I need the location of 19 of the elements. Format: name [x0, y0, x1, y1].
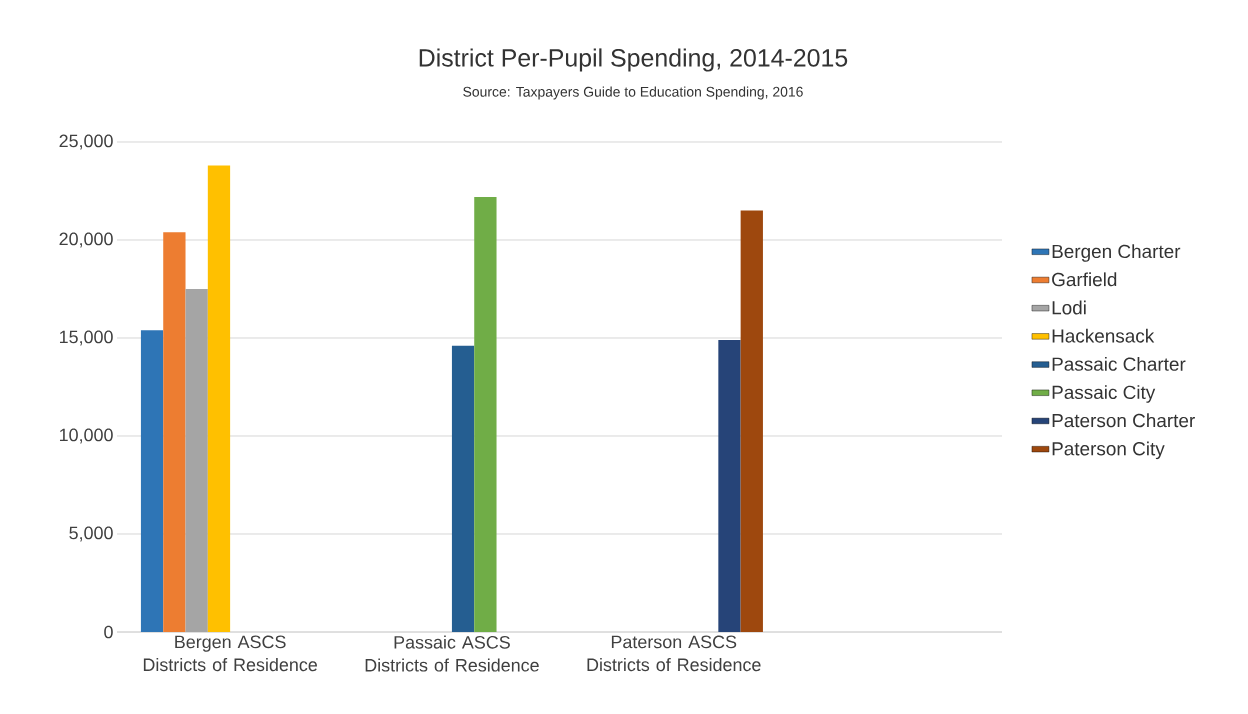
x-tick-label: Passaic ASCS Districts of Residence	[365, 635, 539, 672]
legend-label: Paterson City	[1052, 441, 1165, 460]
x-tick-label: Bergen ASCS Districts of Residence	[143, 635, 317, 672]
chart-title: District Per-Pupil Spending, 2014-2015	[419, 48, 848, 72]
y-tick-label: 5,000	[69, 526, 113, 542]
legend-label: Paterson Charter	[1052, 413, 1195, 428]
y-tick-label: 10,000	[59, 428, 113, 444]
y-tick-label: 15,000	[59, 330, 113, 346]
legend-label: Passaic City	[1052, 385, 1156, 403]
y-tick-label: 25,000	[59, 134, 113, 150]
y-tick-label: 20,000	[59, 232, 113, 248]
y-tick-label: 0	[104, 625, 113, 639]
legend-label: Hackensack	[1052, 328, 1155, 343]
legend-label: Bergen Charter	[1052, 244, 1181, 262]
legend-label: Garfield	[1052, 272, 1117, 287]
source-note: Source: Taxpayers Guide to Education Spending, 2016	[463, 86, 803, 100]
x-tick-label: Paterson ASCS Districts of Residence	[587, 635, 761, 672]
legend-label: Passaic Charter	[1052, 356, 1186, 371]
legend-label: Lodi	[1052, 300, 1086, 315]
